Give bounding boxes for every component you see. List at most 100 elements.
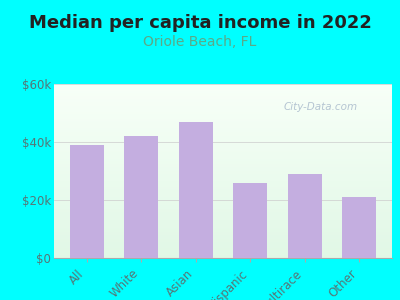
Bar bbox=[54, 202, 392, 203]
Bar bbox=[54, 97, 392, 98]
Bar bbox=[54, 86, 392, 87]
Bar bbox=[54, 93, 392, 94]
Bar bbox=[54, 156, 392, 157]
Bar bbox=[54, 158, 392, 159]
Bar bbox=[54, 148, 392, 149]
Bar bbox=[54, 160, 392, 161]
Bar bbox=[54, 125, 392, 126]
Bar bbox=[54, 237, 392, 238]
Bar bbox=[54, 242, 392, 243]
Bar bbox=[54, 180, 392, 181]
Bar bbox=[54, 163, 392, 164]
Bar bbox=[54, 181, 392, 182]
Bar bbox=[54, 209, 392, 210]
Bar bbox=[54, 101, 392, 102]
Bar bbox=[54, 143, 392, 144]
Bar bbox=[54, 220, 392, 221]
Bar bbox=[54, 122, 392, 123]
Bar bbox=[54, 179, 392, 180]
Bar bbox=[54, 224, 392, 225]
Bar bbox=[54, 133, 392, 134]
Bar bbox=[54, 111, 392, 112]
Bar bbox=[342, 197, 376, 258]
Bar bbox=[288, 174, 322, 258]
Bar bbox=[54, 119, 392, 120]
Bar bbox=[54, 184, 392, 185]
Bar bbox=[54, 235, 392, 236]
Bar bbox=[54, 114, 392, 115]
Bar bbox=[54, 99, 392, 100]
Bar bbox=[54, 170, 392, 171]
Bar bbox=[54, 187, 392, 188]
Bar bbox=[54, 152, 392, 153]
Bar bbox=[54, 185, 392, 186]
Bar bbox=[54, 169, 392, 170]
Bar bbox=[54, 130, 392, 131]
Bar bbox=[54, 167, 392, 168]
Bar bbox=[54, 139, 392, 140]
Bar bbox=[54, 105, 392, 106]
Bar bbox=[54, 172, 392, 173]
Bar bbox=[54, 106, 392, 107]
Bar bbox=[54, 129, 392, 130]
Bar bbox=[54, 149, 392, 150]
Bar bbox=[54, 211, 392, 212]
Bar bbox=[54, 195, 392, 196]
Bar bbox=[54, 157, 392, 158]
Bar bbox=[124, 136, 158, 258]
Bar bbox=[54, 248, 392, 249]
Bar bbox=[54, 98, 392, 99]
Bar bbox=[54, 205, 392, 206]
Bar bbox=[54, 246, 392, 247]
Bar bbox=[54, 120, 392, 121]
Bar bbox=[54, 234, 392, 235]
Bar bbox=[54, 176, 392, 177]
Bar bbox=[54, 118, 392, 119]
Bar bbox=[54, 196, 392, 197]
Bar bbox=[54, 90, 392, 91]
Bar bbox=[54, 183, 392, 184]
Bar bbox=[54, 87, 392, 88]
Bar bbox=[54, 136, 392, 137]
Text: City-Data.com: City-Data.com bbox=[284, 102, 358, 112]
Bar bbox=[54, 239, 392, 240]
Bar bbox=[54, 123, 392, 124]
Bar bbox=[54, 137, 392, 138]
Bar bbox=[54, 147, 392, 148]
Bar bbox=[54, 233, 392, 234]
Bar bbox=[54, 124, 392, 125]
Bar bbox=[54, 212, 392, 213]
Bar bbox=[54, 254, 392, 255]
Bar bbox=[54, 168, 392, 169]
Bar bbox=[54, 204, 392, 205]
Bar bbox=[54, 155, 392, 156]
Bar bbox=[54, 207, 392, 208]
Bar bbox=[54, 256, 392, 257]
Bar bbox=[54, 218, 392, 219]
Bar bbox=[54, 251, 392, 252]
Bar bbox=[54, 84, 392, 85]
Bar bbox=[54, 182, 392, 183]
Bar bbox=[54, 88, 392, 89]
Bar bbox=[54, 232, 392, 233]
Bar bbox=[54, 107, 392, 108]
Bar bbox=[54, 150, 392, 151]
Bar bbox=[54, 216, 392, 217]
Bar bbox=[54, 92, 392, 93]
Bar bbox=[54, 240, 392, 241]
Bar bbox=[54, 141, 392, 142]
Bar bbox=[54, 194, 392, 195]
Bar bbox=[54, 153, 392, 154]
Bar bbox=[54, 227, 392, 228]
Bar bbox=[54, 134, 392, 135]
Bar bbox=[54, 154, 392, 155]
Bar bbox=[54, 189, 392, 190]
Bar bbox=[54, 223, 392, 224]
Bar bbox=[54, 109, 392, 110]
Bar bbox=[54, 175, 392, 176]
Bar bbox=[54, 228, 392, 229]
Bar bbox=[54, 229, 392, 230]
Bar bbox=[54, 100, 392, 101]
Bar bbox=[54, 214, 392, 215]
Bar bbox=[54, 197, 392, 198]
